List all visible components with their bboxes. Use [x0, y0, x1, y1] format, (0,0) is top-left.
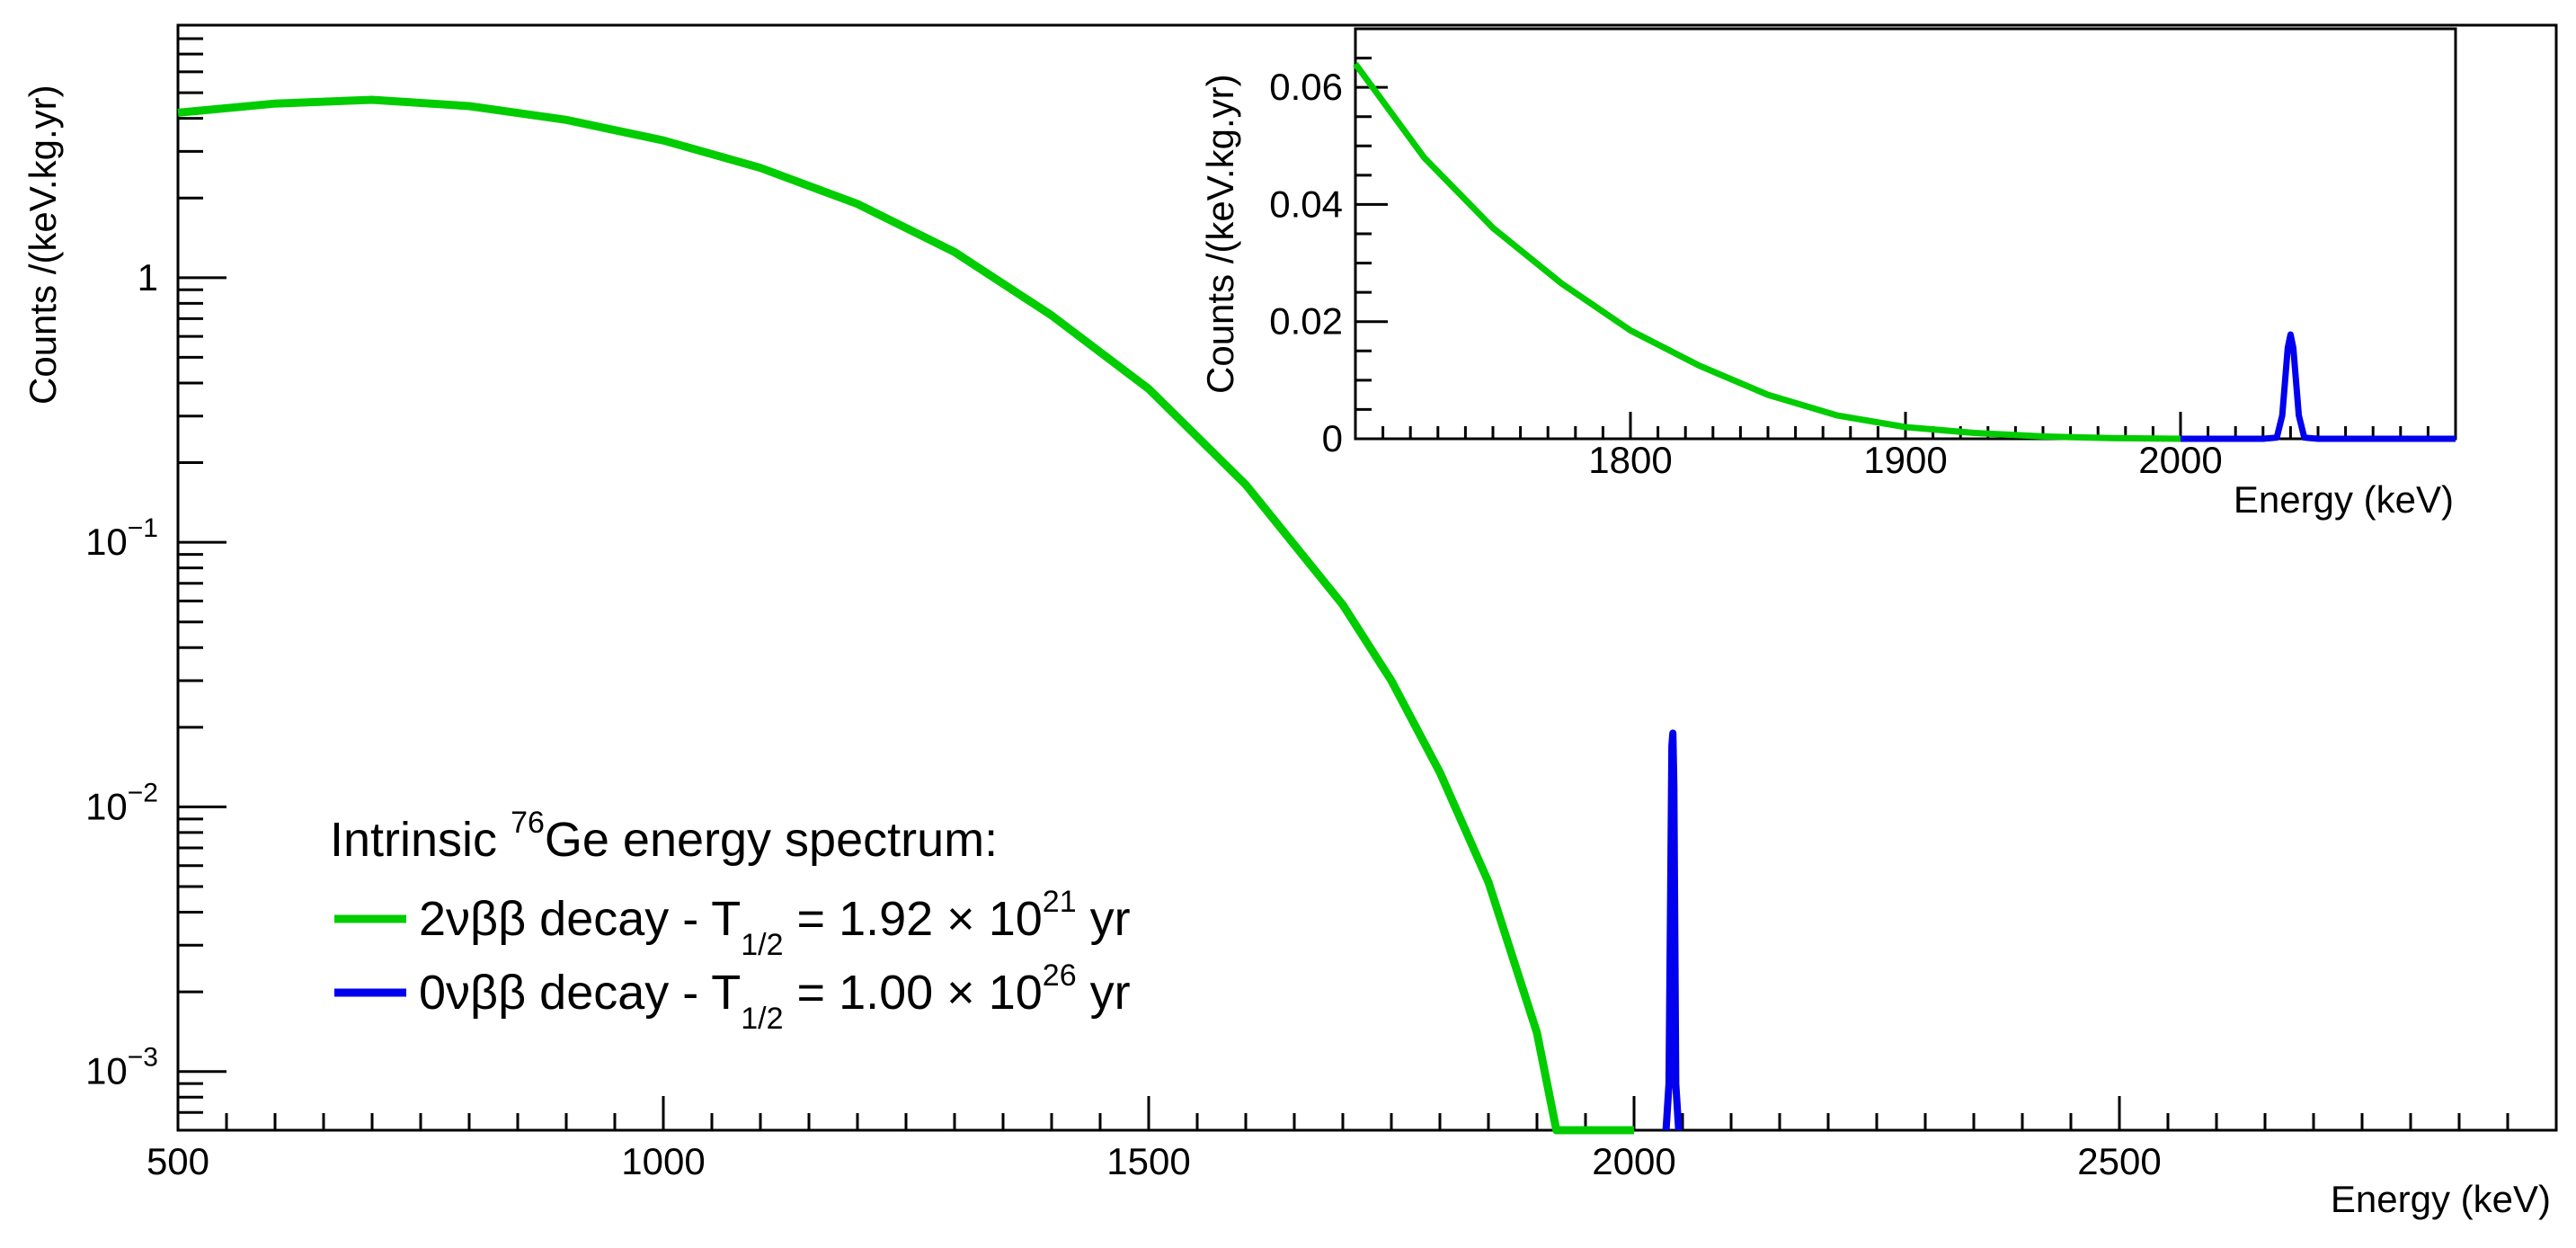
inset-x-tick-label: 1800: [1588, 439, 1672, 481]
main-y-tick-label: 10−1: [85, 513, 158, 563]
inset-y-tick-label: 0.04: [1269, 183, 1343, 225]
legend-entry-2vbb: 2νββ decay - T1/2 = 1.92 × 1021 yr: [419, 885, 1131, 962]
legend-entry-2vbb-mid: = 1.92 × 10: [784, 892, 1043, 946]
inset-series-0vbb-peak: [2181, 331, 2456, 442]
inset-y-axis-label: Counts /(keV.kg.yr): [1199, 74, 1241, 394]
legend-entry-2vbb-end: yr: [1077, 892, 1131, 946]
main-series-0vbb-peak: [1662, 729, 1683, 1131]
legend-entry-0vbb-sub: 1/2: [741, 1002, 783, 1036]
inset-y-tick-label: 0.02: [1269, 300, 1343, 343]
legend-title-prefix: Intrinsic: [330, 813, 511, 867]
inset-series-2vbb-line: [1353, 62, 2181, 442]
legend-entry-0vbb-sup: 26: [1043, 958, 1077, 993]
main-y-tick-label: 1: [138, 256, 158, 299]
legend-title-rest: Ge energy spectrum:: [545, 813, 998, 867]
inset-y-tick-label: 0.06: [1269, 66, 1343, 108]
legend-title-superscript: 76: [511, 806, 545, 840]
main-x-tick-label: 2000: [1592, 1140, 1675, 1182]
inset-series-group: [1353, 62, 2456, 442]
legend: Intrinsic 76Ge energy spectrum: 2νββ dec…: [330, 806, 1131, 1036]
legend-entry-0vbb-mid: = 1.00 × 10: [784, 966, 1043, 1020]
main-x-axis-label: Energy (keV): [2331, 1178, 2551, 1220]
main-y-tick-label: 10−2: [85, 778, 158, 827]
main-series-group: [177, 95, 1683, 1135]
legend-entry-0vbb-main: 0νββ decay - T: [419, 966, 741, 1020]
inset-y-axis: 0 0.02 0.04 0.06: [1269, 27, 1388, 459]
legend-title: Intrinsic 76Ge energy spectrum:: [330, 806, 998, 867]
inset-x-tick-label: 1900: [1863, 439, 1947, 481]
legend-entry-2vbb-main: 2νββ decay - T: [419, 892, 741, 946]
main-x-tick-label: 500: [147, 1140, 209, 1182]
inset-x-axis: 1800 1900 2000: [1354, 412, 2457, 481]
main-x-axis: 500 1000 1500 2000 2500: [147, 1096, 2509, 1182]
main-x-tick-label: 1500: [1106, 1140, 1190, 1182]
main-series-2vbb-line: [177, 95, 1634, 1135]
inset-plot: 00.020.040.06 1800 1900 2000 Energy (keV) …: [1199, 27, 2457, 521]
inset-plot-frame: [1354, 27, 2457, 441]
main-y-axis: 1 10−1 10−2 10−3: [85, 23, 227, 1132]
inset-x-tick-label: 2000: [2138, 439, 2222, 481]
main-y-axis-label: Counts /(keV.kg.yr): [22, 85, 64, 405]
legend-entry-2vbb-sup: 21: [1043, 885, 1077, 919]
inset-x-axis-label: Energy (keV): [2234, 478, 2454, 521]
main-x-tick-label: 2500: [2077, 1140, 2161, 1182]
legend-entry-0vbb-end: yr: [1077, 966, 1131, 1020]
inset-y-tick-label: 0: [1322, 417, 1343, 459]
main-x-tick-label: 1000: [621, 1140, 705, 1182]
legend-entry-0vbb: 0νββ decay - T1/2 = 1.00 × 1026 yr: [419, 958, 1131, 1036]
legend-entry-2vbb-sub: 1/2: [741, 928, 783, 962]
main-y-tick-label: 10−3: [85, 1043, 158, 1092]
